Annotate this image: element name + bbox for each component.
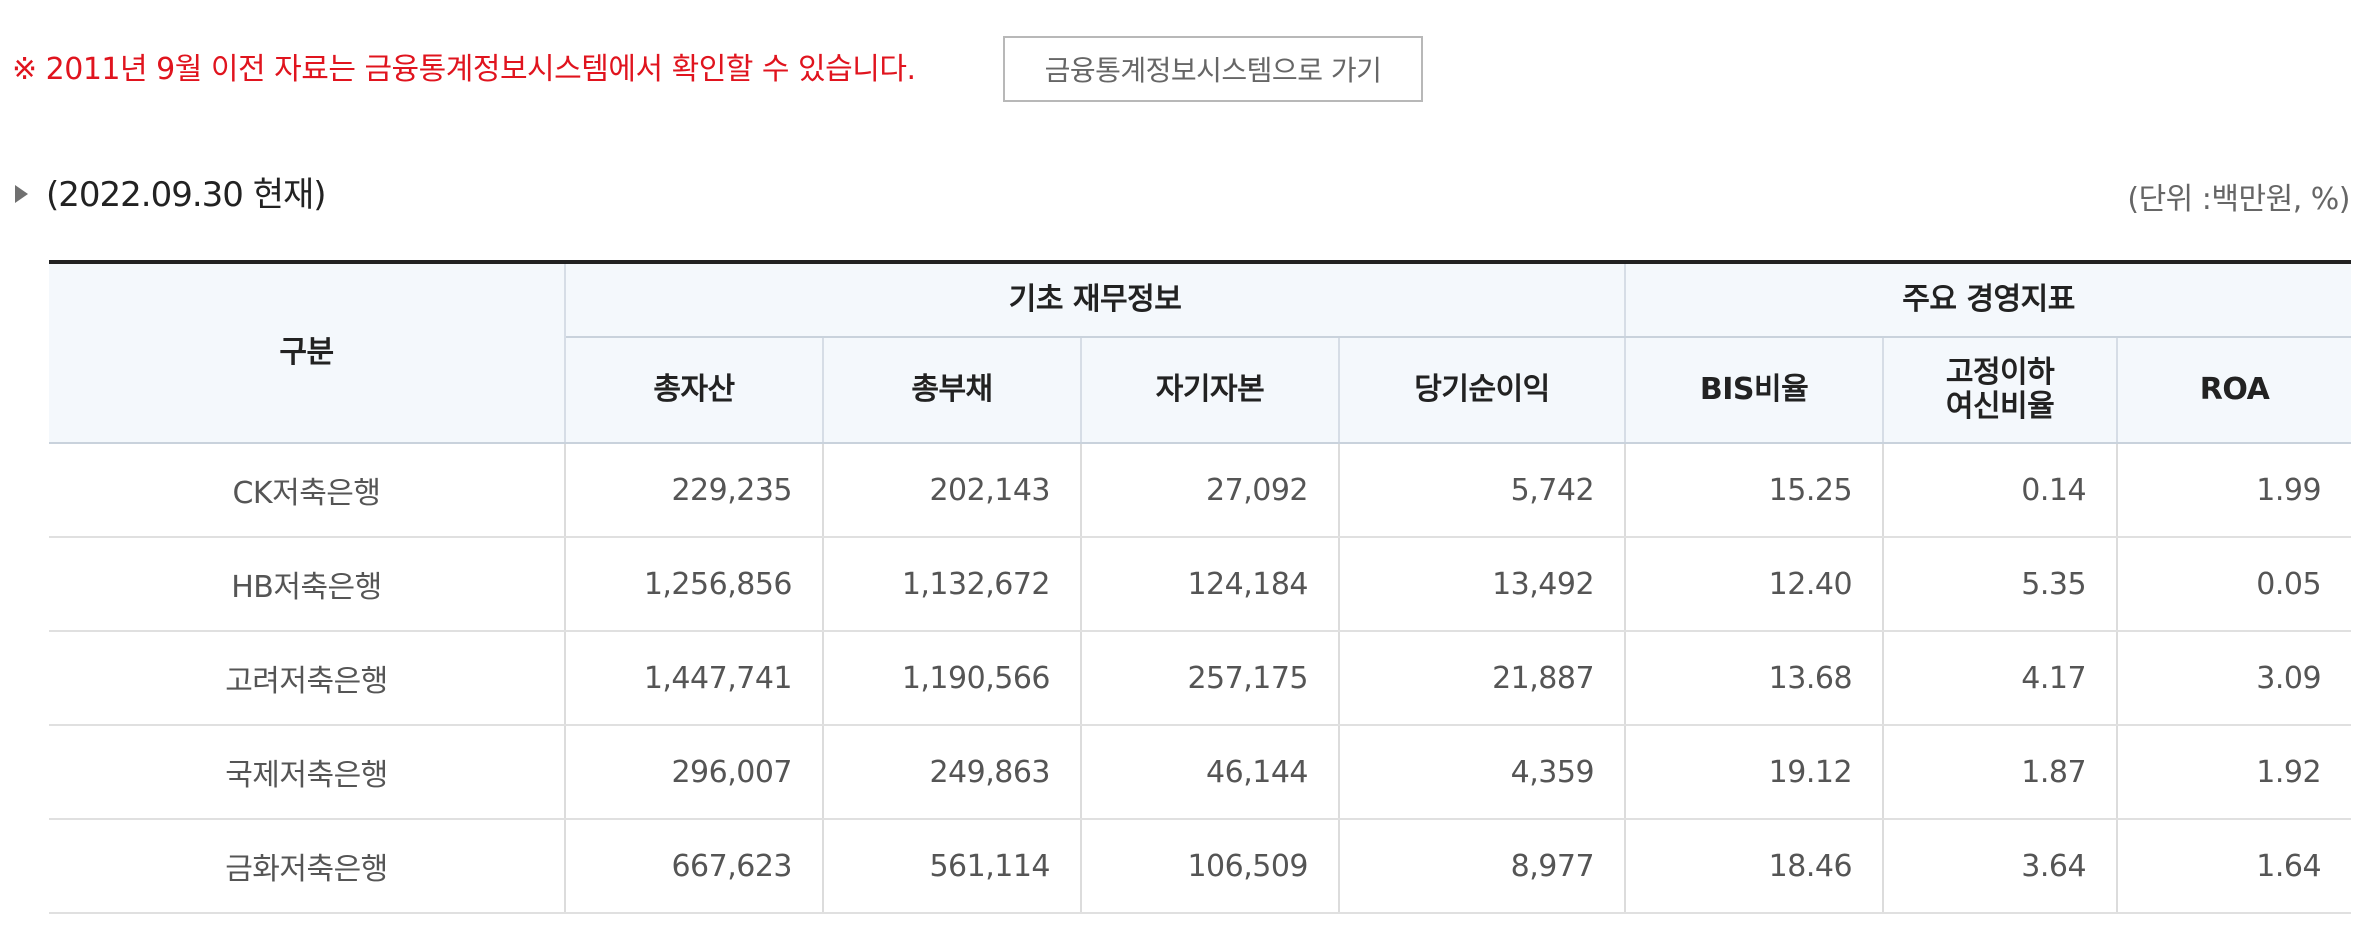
- roa-cell: 1.92: [2117, 725, 2352, 820]
- notice-row: ※ 2011년 9월 이전 자료는 금융통계정보시스템에서 확인할 수 있습니다…: [0, 36, 2368, 104]
- savings-bank-table: 구분 기초 재무정보 주요 경영지표 총자산 총부채 자기자본 당기순이익 BI…: [49, 260, 2352, 914]
- header-total-liabilities: 총부채: [823, 337, 1082, 444]
- npl-ratio-cell: 1.87: [1883, 725, 2119, 820]
- table-row: 고려저축은행 1,447,741 1,190,566 257,175 21,88…: [49, 631, 2352, 726]
- equity-cell: 257,175: [1081, 631, 1340, 726]
- net-income-cell: 4,359: [1339, 725, 1627, 820]
- bis-ratio-cell: 19.12: [1625, 725, 1885, 820]
- npl-ratio-cell: 3.64: [1883, 819, 2119, 914]
- equity-cell: 27,092: [1081, 443, 1340, 538]
- bank-name-cell: CK저축은행: [49, 443, 566, 538]
- bank-name-cell: HB저축은행: [49, 537, 566, 632]
- roa-cell: 1.64: [2117, 819, 2352, 914]
- bank-name-cell: 고려저축은행: [49, 631, 566, 726]
- total-liabilities-cell: 1,190,566: [823, 631, 1082, 726]
- roa-cell: 3.09: [2117, 631, 2352, 726]
- header-total-assets: 총자산: [565, 337, 824, 444]
- table-row: CK저축은행 229,235 202,143 27,092 5,742 15.2…: [49, 443, 2352, 538]
- header-category: 구분: [49, 262, 566, 444]
- npl-ratio-cell: 4.17: [1883, 631, 2119, 726]
- net-income-cell: 21,887: [1339, 631, 1627, 726]
- total-liabilities-cell: 561,114: [823, 819, 1082, 914]
- bank-name-cell: 국제저축은행: [49, 725, 566, 820]
- equity-cell: 124,184: [1081, 537, 1340, 632]
- total-assets-cell: 1,447,741: [565, 631, 824, 726]
- bis-ratio-cell: 18.46: [1625, 819, 1885, 914]
- go-to-financial-statistics-button[interactable]: 금융통계정보시스템으로 가기: [1003, 36, 1423, 102]
- header-equity: 자기자본: [1081, 337, 1340, 444]
- header-npl-ratio-line2: 여신비율: [1945, 389, 2055, 424]
- header-group-basic-financial: 기초 재무정보: [565, 262, 1627, 338]
- table-row: HB저축은행 1,256,856 1,132,672 124,184 13,49…: [49, 537, 2352, 632]
- net-income-cell: 13,492: [1339, 537, 1627, 632]
- equity-cell: 46,144: [1081, 725, 1340, 820]
- bis-ratio-cell: 12.40: [1625, 537, 1885, 632]
- notice-text: ※ 2011년 9월 이전 자료는 금융통계정보시스템에서 확인할 수 있습니다…: [12, 52, 916, 87]
- roa-cell: 0.05: [2117, 537, 2352, 632]
- date-label: (2022.09.30 현재): [46, 175, 327, 215]
- total-liabilities-cell: 1,132,672: [823, 537, 1082, 632]
- unit-label: (단위 :백만원, %): [2127, 182, 2350, 217]
- header-group-key-indicators: 주요 경영지표: [1625, 262, 2352, 338]
- table-row: 금화저축은행 667,623 561,114 106,509 8,977 18.…: [49, 819, 2352, 914]
- net-income-cell: 5,742: [1339, 443, 1627, 538]
- bis-ratio-cell: 15.25: [1625, 443, 1885, 538]
- total-assets-cell: 296,007: [565, 725, 824, 820]
- section-header: (2022.09.30 현재) (단위 :백만원, %): [0, 170, 2368, 220]
- net-income-cell: 8,977: [1339, 819, 1627, 914]
- header-npl-ratio: 고정이하 여신비율: [1883, 337, 2119, 444]
- total-liabilities-cell: 202,143: [823, 443, 1082, 538]
- total-assets-cell: 1,256,856: [565, 537, 824, 632]
- npl-ratio-cell: 0.14: [1883, 443, 2119, 538]
- header-bis-ratio: BIS비율: [1625, 337, 1885, 444]
- bank-name-cell: 금화저축은행: [49, 819, 566, 914]
- table-row: 국제저축은행 296,007 249,863 46,144 4,359 19.1…: [49, 725, 2352, 820]
- total-liabilities-cell: 249,863: [823, 725, 1082, 820]
- total-assets-cell: 229,235: [565, 443, 824, 538]
- header-npl-ratio-line1: 고정이하: [1945, 355, 2055, 390]
- triangle-right-icon: [15, 185, 28, 203]
- roa-cell: 1.99: [2117, 443, 2352, 538]
- header-roa: ROA: [2117, 337, 2352, 444]
- total-assets-cell: 667,623: [565, 819, 824, 914]
- npl-ratio-cell: 5.35: [1883, 537, 2119, 632]
- header-net-income: 당기순이익: [1339, 337, 1627, 444]
- equity-cell: 106,509: [1081, 819, 1340, 914]
- bis-ratio-cell: 13.68: [1625, 631, 1885, 726]
